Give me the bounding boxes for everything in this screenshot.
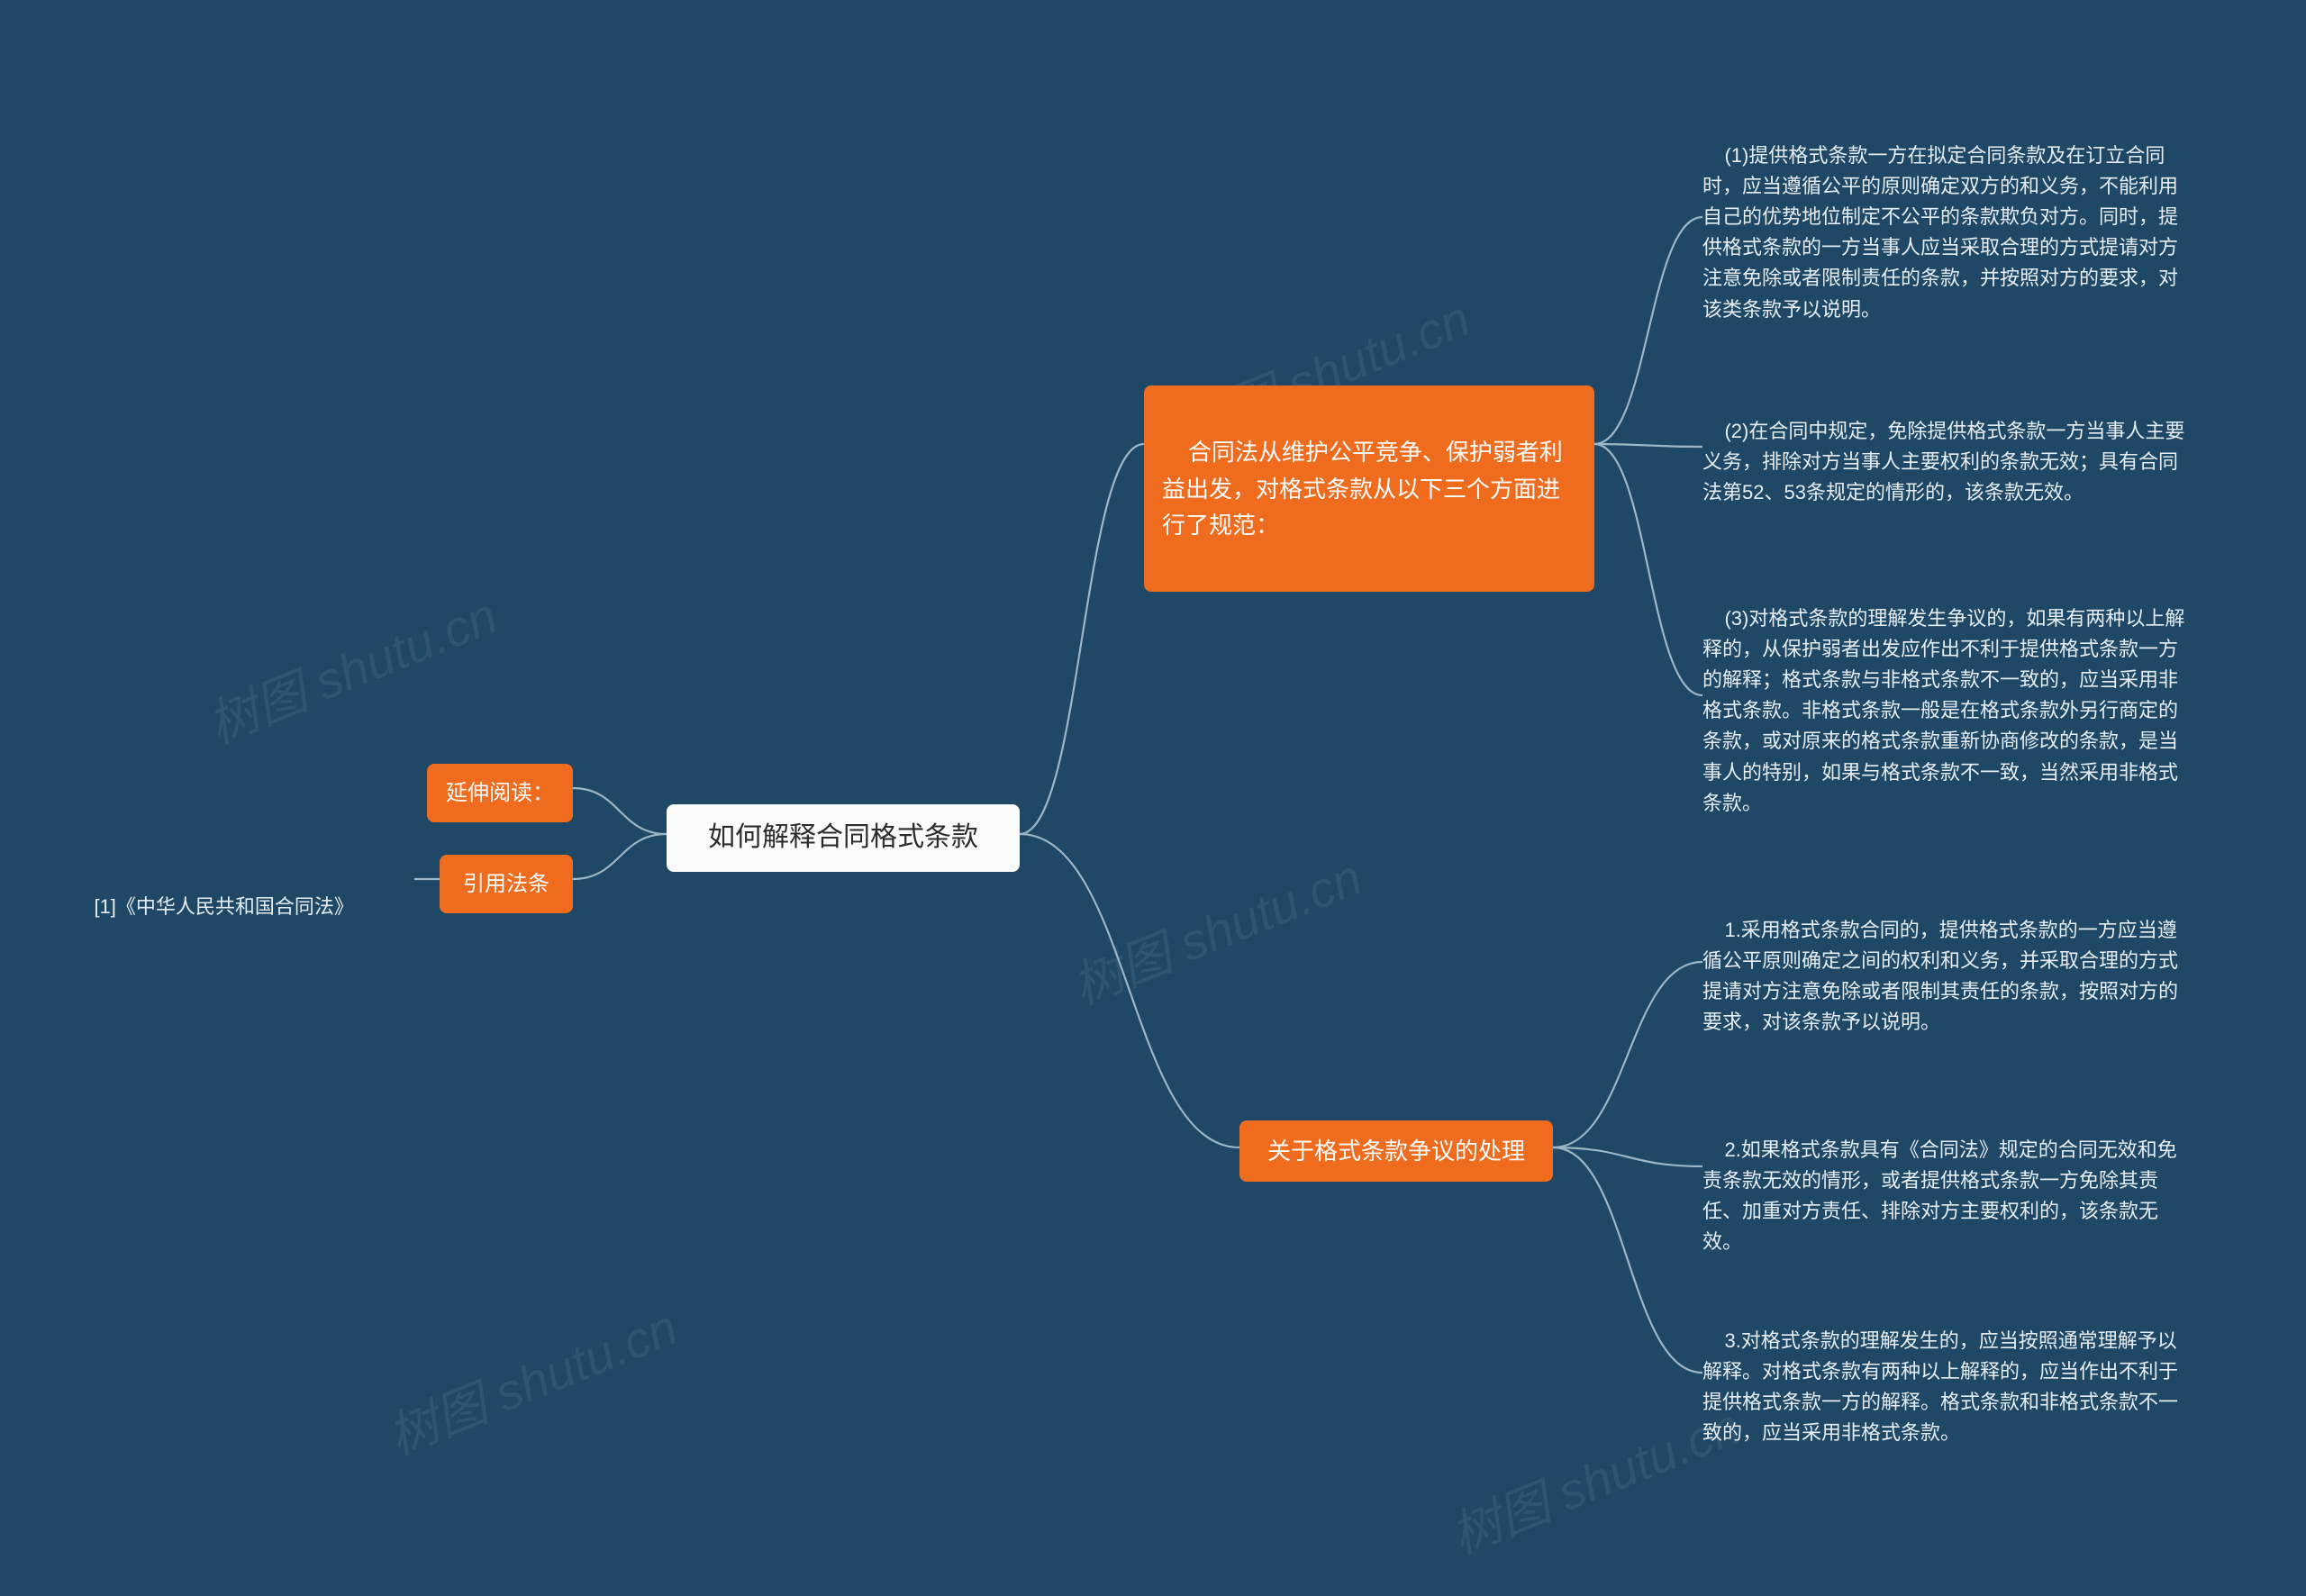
leaf-dispute-1: 1.采用格式条款合同的，提供格式条款的一方应当遵循公平原则确定之间的权利和义务，…: [1702, 884, 2194, 1069]
dispute-1-text: 1.采用格式条款合同的，提供格式条款的一方应当遵循公平原则确定之间的权利和义务，…: [1702, 919, 2178, 1033]
regulation-1-text: (1)提供格式条款一方在拟定合同条款及在订立合同时，应当遵循公平的原则确定双方的…: [1702, 144, 2178, 320]
leaf-dispute-3: 3.对格式条款的理解发生的，应当按照通常理解予以解释。对格式条款有两种以上解释的…: [1702, 1295, 2194, 1480]
leaf-dispute-2: 2.如果格式条款具有《合同法》规定的合同无效和免责条款无效的情形，或者提供格式条…: [1702, 1104, 2194, 1289]
leaf-cited-law-item: [1]《中华人民共和国合同法》: [72, 861, 414, 953]
connector: [1553, 1147, 1702, 1373]
connector: [573, 788, 667, 834]
watermark: 树图 shutu.cn: [376, 1287, 686, 1469]
dispute-handling-label: 关于格式条款争议的处理: [1267, 1133, 1525, 1169]
regulation-2-text: (2)在合同中规定，免除提供格式条款一方当事人主要义务，排除对方当事人主要权利的…: [1702, 420, 2184, 503]
dispute-3-text: 3.对格式条款的理解发生的，应当按照通常理解予以解释。对格式条款有两种以上解释的…: [1702, 1329, 2178, 1444]
leaf-regulation-2: (2)在合同中规定，免除提供格式条款一方当事人主要义务，排除对方当事人主要权利的…: [1702, 385, 2194, 539]
connector: [1594, 444, 1702, 695]
regulation-aspects-label: 合同法从维护公平竞争、保护弱者利益出发，对格式条款从以下三个方面进行了规范：: [1162, 439, 1563, 539]
watermark: 树图 shutu.cn: [195, 576, 506, 757]
leaf-regulation-1: (1)提供格式条款一方在拟定合同条款及在订立合同时，应当遵循公平的原则确定双方的…: [1702, 110, 2194, 356]
branch-cited-law: 引用法条: [440, 855, 573, 913]
dispute-2-text: 2.如果格式条款具有《合同法》规定的合同无效和免责条款无效的情形，或者提供格式条…: [1702, 1138, 2177, 1253]
extended-reading-label: 延伸阅读：: [446, 776, 554, 810]
connector: [1553, 962, 1702, 1147]
branch-regulation-aspects: 合同法从维护公平竞争、保护弱者利益出发，对格式条款从以下三个方面进行了规范：: [1144, 385, 1594, 592]
mindmap-canvas: 树图 shutu.cn树图 shutu.cn树图 shutu.cn树图 shut…: [0, 0, 2306, 1596]
root-node: 如何解释合同格式条款: [667, 804, 1020, 872]
branch-dispute-handling: 关于格式条款争议的处理: [1239, 1120, 1553, 1182]
connector: [1594, 444, 1702, 447]
connector: [1020, 444, 1144, 834]
watermark: 树图 shutu.cn: [1060, 837, 1371, 1019]
connector: [1553, 1147, 1702, 1166]
cited-law-item-text: [1]《中华人民共和国合同法》: [94, 895, 353, 918]
branch-extended-reading: 延伸阅读：: [427, 764, 573, 822]
cited-law-label: 引用法条: [463, 867, 549, 901]
connector: [573, 834, 667, 879]
connector: [1020, 834, 1239, 1147]
regulation-3-text: (3)对格式条款的理解发生争议的，如果有两种以上解释的，从保护弱者出发应作出不利…: [1702, 607, 2184, 814]
connector: [1594, 217, 1702, 444]
leaf-regulation-3: (3)对格式条款的理解发生争议的，如果有两种以上解释的，从保护弱者出发应作出不利…: [1702, 573, 2194, 849]
root-label: 如何解释合同格式条款: [708, 817, 978, 859]
